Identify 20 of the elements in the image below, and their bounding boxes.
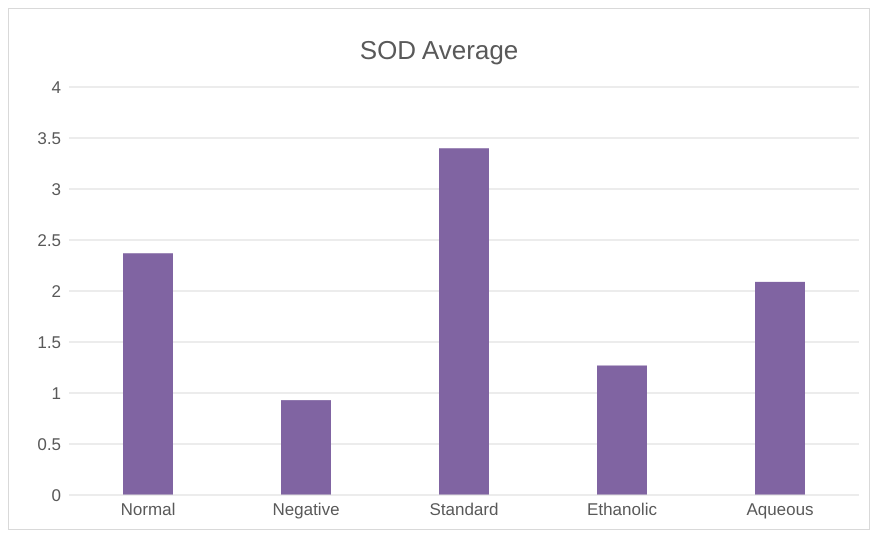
bar [281, 400, 331, 495]
x-tick-label: Aqueous [746, 500, 814, 520]
x-tick-label: Standard [430, 500, 498, 520]
y-tick-label: 2.5 [37, 231, 61, 250]
bar [439, 148, 489, 495]
y-tick-label: 1.5 [37, 333, 61, 352]
y-tick-label: 0 [52, 486, 61, 506]
x-tick-label: Ethanolic [587, 500, 658, 520]
y-tick-label: 1 [52, 384, 61, 404]
bar [755, 282, 805, 495]
y-tick-label: 3 [52, 180, 61, 200]
bar [597, 365, 647, 495]
y-tick-label: 2 [52, 282, 61, 302]
x-tick-label: Normal [120, 500, 176, 520]
y-tick-label: 0.5 [37, 435, 61, 454]
y-tick-label: 4 [52, 78, 61, 98]
chart-title: SOD Average [358, 35, 520, 67]
y-tick-label: 3.5 [37, 129, 61, 148]
x-tick-label: Negative [272, 500, 340, 520]
bar [123, 253, 173, 495]
